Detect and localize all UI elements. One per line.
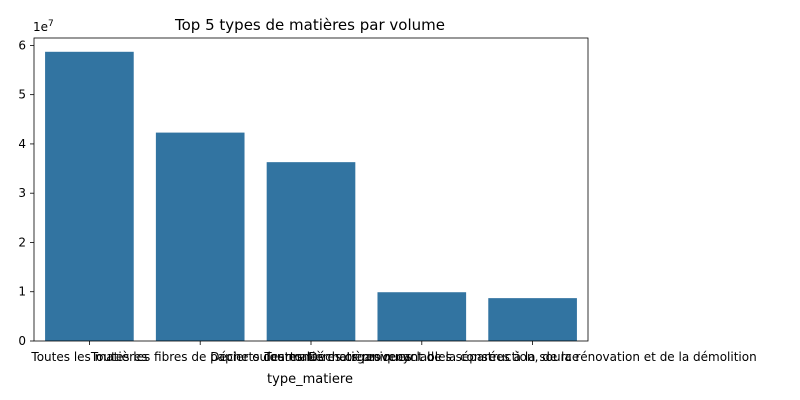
x-tick-label-2: Toutes les fibres de papier ou carton: [90, 350, 310, 364]
bar-2: [155, 132, 245, 341]
bar-1: [45, 51, 134, 342]
y-axis-ticks: 0 1 2 3 4 5 6: [18, 38, 34, 348]
y-tick-label-4: 4: [18, 137, 26, 151]
x-tick-label-1: Toutes les matières: [30, 350, 147, 364]
chart-title: Top 5 types de matières par volume: [174, 16, 445, 34]
bars-group: [45, 51, 577, 342]
plot-frame: [33, 37, 589, 342]
x-tick-label-3: Déchets des matières organiques: [210, 350, 411, 364]
x-tick-label-5: Déchets provenant de la construction, de…: [308, 350, 756, 364]
y-tick-label-1: 1: [18, 285, 26, 299]
x-axis-label: type_matiere: [267, 372, 353, 387]
y-tick-label-2: 2: [18, 235, 26, 249]
bar-5: [488, 298, 577, 341]
bar-3: [266, 162, 356, 341]
y-tick-label-3: 3: [18, 186, 26, 200]
bar-4: [377, 292, 467, 341]
x-tick-label-4: Toutes les matières recyclables séparées…: [263, 350, 579, 364]
y-tick-label-0: 0: [18, 334, 26, 348]
y-tick-label-6: 6: [18, 38, 26, 52]
y-axis-scale-label: 1e7: [33, 19, 54, 34]
y-tick-label-5: 5: [18, 88, 26, 102]
